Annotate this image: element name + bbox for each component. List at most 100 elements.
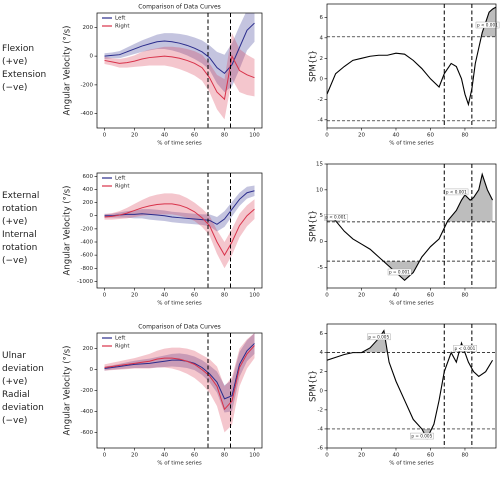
x-tick-label: 80 bbox=[461, 133, 468, 139]
plot-area bbox=[327, 324, 496, 448]
row-label: rotation bbox=[2, 204, 37, 214]
y-tick-label: 0 bbox=[90, 213, 94, 219]
x-tick-label: 100 bbox=[249, 453, 260, 459]
y-axis-label: SPM{t} bbox=[309, 50, 319, 82]
sd-band bbox=[104, 13, 255, 93]
sd-band bbox=[104, 185, 255, 232]
y-tick-label: 0 bbox=[320, 239, 324, 245]
y-tick-label: -200 bbox=[81, 226, 94, 232]
legend-label: Right bbox=[115, 344, 130, 350]
row-label: Radial bbox=[2, 390, 30, 400]
plot-area bbox=[104, 333, 255, 448]
x-axis-label: % of time series bbox=[157, 301, 202, 307]
x-tick-label: 100 bbox=[249, 133, 260, 139]
y-tick-label: 4 bbox=[320, 35, 324, 41]
y-tick-label: 600 bbox=[83, 174, 94, 180]
annotation-box bbox=[453, 345, 477, 352]
x-tick-label: 60 bbox=[191, 293, 198, 299]
y-tick-label: -1000 bbox=[77, 279, 93, 285]
data-line bbox=[104, 203, 255, 257]
x-tick-label: 60 bbox=[427, 293, 434, 299]
x-tick-label: 20 bbox=[131, 133, 138, 139]
plot-frame bbox=[96, 12, 263, 129]
plot-frame bbox=[96, 332, 263, 449]
x-tick-label: 40 bbox=[161, 133, 168, 139]
suprathreshold-area bbox=[327, 7, 496, 121]
x-tick-label: 20 bbox=[131, 293, 138, 299]
x-tick-label: 40 bbox=[392, 293, 399, 299]
data-line bbox=[104, 54, 255, 101]
plot-area bbox=[327, 4, 496, 128]
suprathreshold-area bbox=[481, 7, 496, 37]
x-tick-label: 0 bbox=[103, 133, 107, 139]
x-axis-label: % of time series bbox=[389, 461, 434, 467]
plot-frame bbox=[326, 163, 497, 289]
x-tick-label: 100 bbox=[249, 293, 260, 299]
y-tick-label: -2 bbox=[318, 97, 323, 103]
sd-band bbox=[104, 333, 255, 433]
row-label: (+ve) bbox=[2, 217, 27, 227]
x-tick-label: 60 bbox=[427, 453, 434, 459]
y-tick-label: 5 bbox=[320, 213, 324, 219]
row-label: (−ve) bbox=[2, 416, 27, 426]
legend-label: Right bbox=[115, 184, 130, 190]
y-axis-label: SPM{t} bbox=[309, 370, 319, 402]
x-tick-label: 80 bbox=[461, 453, 468, 459]
x-axis-label: % of time series bbox=[157, 141, 202, 147]
annotation: p = 0.001 bbox=[389, 270, 410, 275]
legend-label: Left bbox=[115, 16, 126, 22]
y-tick-label: -4 bbox=[318, 117, 324, 123]
row-label: deviation bbox=[2, 403, 44, 413]
row-label: (+ve) bbox=[2, 377, 27, 387]
x-tick-label: 20 bbox=[358, 133, 365, 139]
row-label: External bbox=[2, 191, 39, 201]
x-tick-label: 20 bbox=[131, 453, 138, 459]
y-tick-label: 0 bbox=[90, 54, 94, 60]
y-tick-label: 200 bbox=[83, 346, 94, 352]
y-tick-label: -600 bbox=[81, 430, 94, 436]
chart-title: Comparison of Data Curves bbox=[138, 4, 221, 11]
y-tick-label: -400 bbox=[81, 240, 94, 246]
annotation: p = 0.005 bbox=[411, 434, 432, 439]
x-axis-label: % of time series bbox=[157, 461, 202, 467]
annotation: p = 0.005 bbox=[368, 334, 389, 339]
y-tick-label: 0 bbox=[320, 76, 324, 82]
plot-frame bbox=[326, 3, 497, 129]
y-tick-label: -400 bbox=[81, 409, 94, 415]
y-tick-label: 6 bbox=[320, 15, 324, 21]
y-tick-label: 0 bbox=[90, 367, 94, 373]
y-tick-label: 15 bbox=[316, 162, 323, 168]
data-line bbox=[104, 190, 255, 225]
y-tick-label: 4 bbox=[320, 350, 324, 356]
x-axis-label: % of time series bbox=[389, 301, 434, 307]
chart-title: Comparison of Data Curves bbox=[138, 324, 221, 331]
y-axis-label: Angular Velocity (°/s) bbox=[63, 26, 73, 116]
y-tick-label: 2 bbox=[320, 56, 324, 62]
y-tick-label: -4 bbox=[318, 426, 324, 432]
legend-label: Left bbox=[115, 336, 126, 342]
x-tick-label: 20 bbox=[358, 293, 365, 299]
row-label: Flexion bbox=[2, 44, 34, 54]
y-tick-label: -600 bbox=[81, 253, 94, 259]
x-tick-label: 80 bbox=[221, 453, 228, 459]
x-tick-label: 60 bbox=[427, 133, 434, 139]
y-tick-label: 2 bbox=[320, 369, 324, 375]
y-tick-label: 0 bbox=[320, 388, 324, 394]
data-line bbox=[327, 172, 494, 281]
annotation: p < 0.001 bbox=[455, 346, 476, 351]
annotation-box bbox=[475, 21, 500, 29]
y-tick-label: -400 bbox=[81, 111, 94, 117]
row-label: Internal bbox=[2, 230, 37, 240]
plot-frame bbox=[96, 172, 263, 289]
annotation-box bbox=[410, 432, 434, 440]
sd-band bbox=[104, 333, 255, 413]
row-label: (−ve) bbox=[2, 83, 27, 93]
annotation-box bbox=[387, 268, 412, 276]
annotation-box bbox=[324, 214, 348, 221]
x-tick-label: 40 bbox=[392, 133, 399, 139]
x-tick-label: 0 bbox=[103, 293, 107, 299]
y-tick-label: -200 bbox=[81, 388, 94, 394]
y-tick-label: -6 bbox=[318, 446, 324, 452]
legend-label: Right bbox=[115, 24, 130, 30]
y-tick-label: -800 bbox=[81, 266, 94, 272]
